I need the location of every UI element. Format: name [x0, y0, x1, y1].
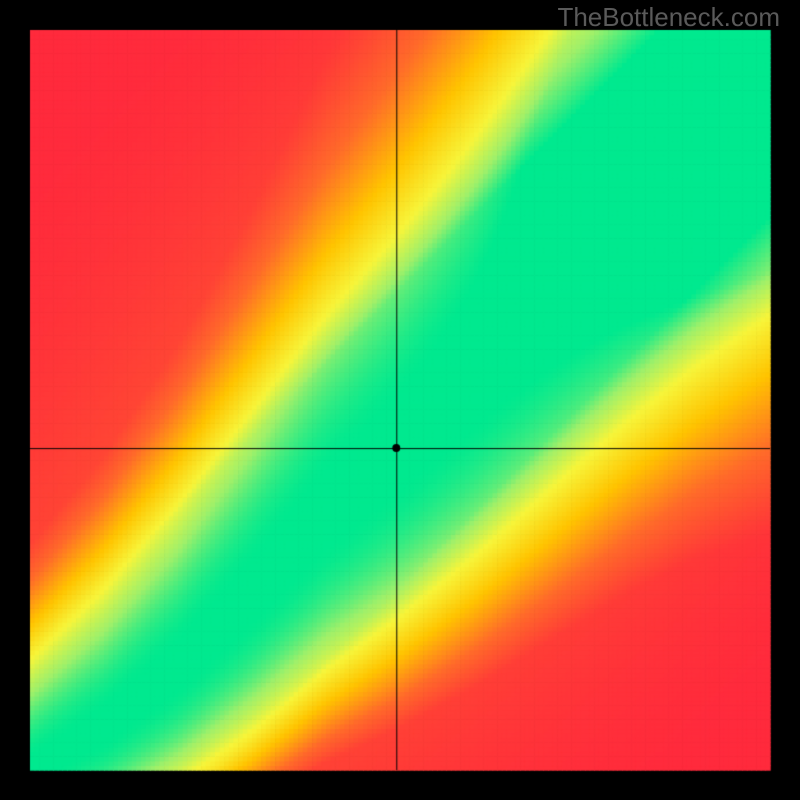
- watermark-text: TheBottleneck.com: [557, 2, 780, 33]
- heatmap-canvas: [0, 0, 800, 800]
- chart-container: TheBottleneck.com: [0, 0, 800, 800]
